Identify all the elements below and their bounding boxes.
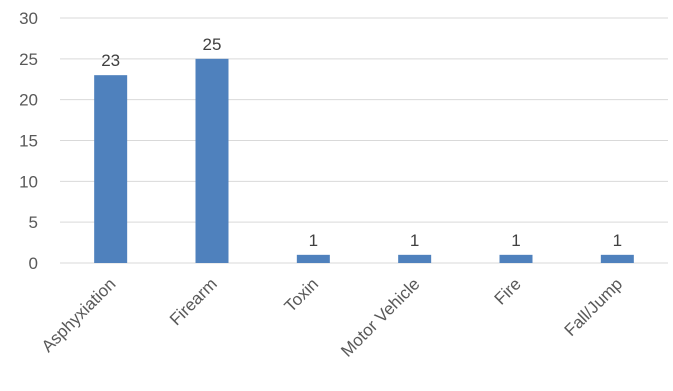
data-label: 1 (410, 231, 419, 250)
y-tick-label: 5 (29, 213, 38, 232)
data-label: 1 (511, 231, 520, 250)
y-tick-label: 0 (29, 254, 38, 273)
data-label: 25 (203, 35, 222, 54)
bar (296, 254, 330, 263)
x-tick-label: Fire (491, 274, 525, 308)
bar (499, 254, 533, 263)
data-label: 1 (613, 231, 622, 250)
data-label: 23 (101, 51, 120, 70)
x-tick-label: Toxin (281, 274, 322, 315)
y-tick-label: 10 (19, 172, 38, 191)
bar (195, 58, 229, 264)
x-axis-category-labels: Asphyxiation Firearm Toxin Motor Vehicle Fir… (38, 274, 626, 360)
data-labels: 23 25 1 1 1 1 (101, 35, 622, 250)
y-tick-label: 20 (19, 91, 38, 110)
bar (94, 75, 128, 264)
x-tick-label: Firearm (166, 274, 221, 329)
bar (398, 254, 432, 263)
gridlines (60, 17, 668, 264)
y-tick-label: 25 (19, 50, 38, 69)
data-label: 1 (309, 231, 318, 250)
x-tick-label: Fall/Jump (561, 274, 627, 340)
bars (94, 58, 634, 264)
y-tick-label: 15 (19, 132, 38, 151)
bar (600, 254, 634, 263)
y-tick-label: 30 (19, 9, 38, 28)
x-tick-label: Motor Vehicle (337, 274, 423, 360)
x-tick-label: Asphyxiation (38, 274, 120, 356)
y-axis-tick-labels: 0 5 10 15 20 25 30 (19, 9, 38, 273)
